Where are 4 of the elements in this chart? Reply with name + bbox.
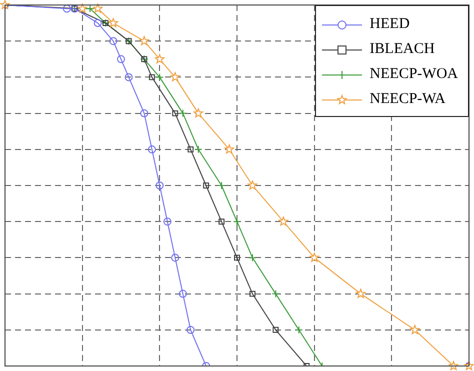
legend-label: IBLEACH — [370, 41, 435, 58]
legend-label: NEECP-WA — [370, 91, 446, 108]
legend-label: HEED — [370, 16, 410, 33]
legend-label: NEECP-WOA — [370, 66, 458, 83]
